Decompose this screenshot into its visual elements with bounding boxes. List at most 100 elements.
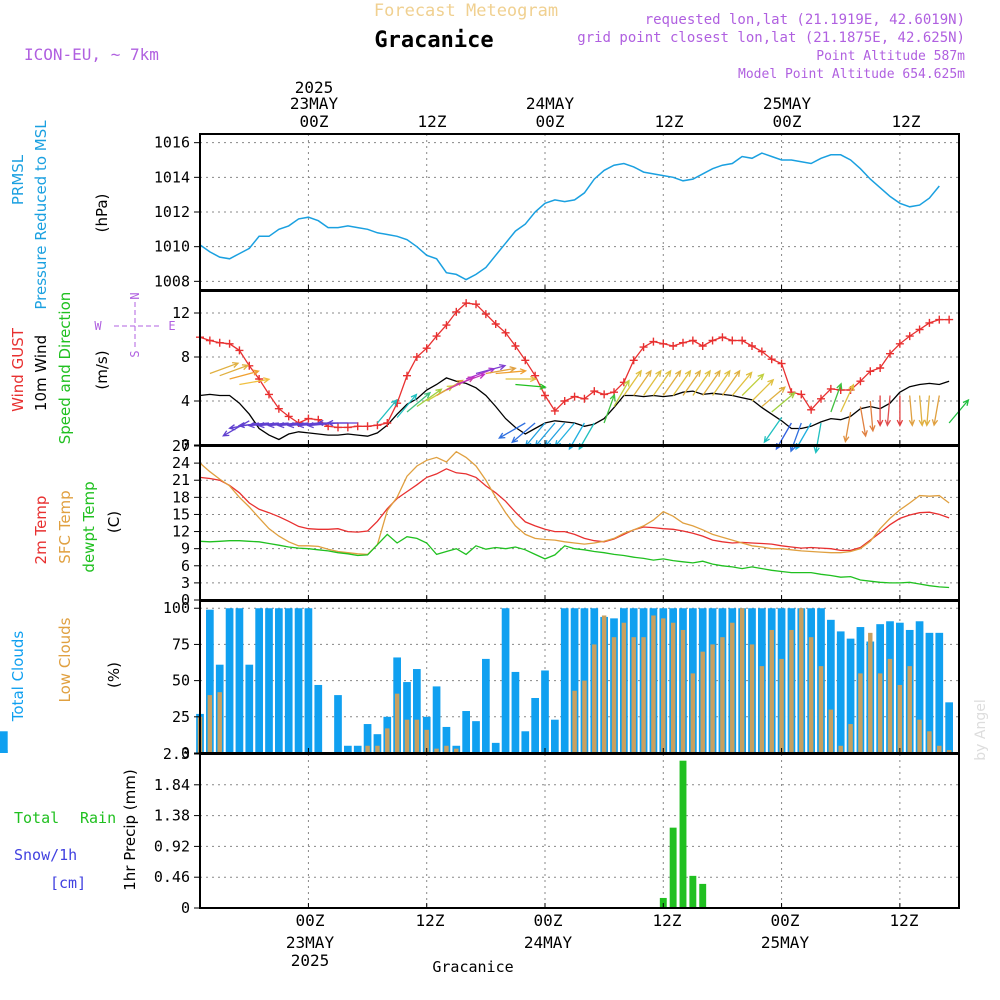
y-tick-label: 1012 (154, 203, 190, 221)
top-day-label: 23MAY (290, 94, 339, 113)
y-tick-label: 1.38 (154, 807, 190, 825)
y-tick-label: 0 (181, 899, 190, 917)
total-cloud-bar (284, 608, 293, 753)
gust-marker (718, 333, 727, 342)
gust-marker (659, 339, 668, 348)
gust-marker (422, 344, 431, 353)
total-cloud-bar (353, 745, 362, 753)
y-tick-label: 1016 (154, 134, 190, 152)
wind-direction-arrow (247, 421, 279, 429)
gust-marker (826, 384, 835, 393)
low-cloud-bar (680, 629, 686, 753)
y-tick-label: 0.46 (154, 868, 190, 886)
y-tick-label: 24 (172, 454, 190, 472)
rain-bar (659, 897, 667, 908)
low-cloud-bar (207, 695, 213, 753)
bottom-tick-label: 12Z (653, 911, 682, 930)
grid-point-coords: grid point closest lon,lat (21.1875E, 42… (577, 30, 965, 46)
gust-marker (935, 315, 944, 324)
low-cloud-bar (769, 629, 774, 753)
total-cloud-bar (255, 608, 263, 753)
low-cloud-bar (818, 666, 824, 753)
y-tick-label: 9 (181, 540, 190, 558)
gust-marker (452, 307, 461, 316)
total-cloud-bar (403, 682, 411, 753)
low-cloud-bar (927, 731, 932, 753)
y-tick-label: 1014 (154, 168, 190, 186)
top-year-label: 2025 (295, 78, 334, 97)
gust-marker (432, 332, 441, 341)
wind-direction-arrow (721, 369, 741, 396)
gust-marker (215, 338, 224, 347)
total-cloud-bar (521, 731, 530, 753)
gust-marker (777, 359, 786, 368)
gust-marker (767, 355, 776, 364)
low-cloud-bar (661, 618, 666, 753)
t2m-label: 2m Temp (32, 496, 50, 565)
total-cloud-bar (531, 697, 539, 753)
gust-marker (265, 390, 273, 399)
low-cloud-bar (414, 719, 420, 753)
gust-marker (412, 353, 421, 361)
low-cloud-bar (720, 637, 725, 753)
gust-marker (481, 310, 490, 319)
gust-marker (639, 343, 648, 352)
total-cloud-bar (294, 608, 303, 753)
wind-direction-arrow (396, 393, 418, 418)
wind-direction-arrow (840, 383, 855, 413)
top-tick-label: 00Z (773, 112, 802, 131)
low-cloud-bar (887, 658, 893, 753)
wind-direction-arrow (859, 406, 868, 438)
gust-marker (363, 422, 372, 431)
wind-direction-label: Speed and Direction (56, 292, 74, 445)
gust-marker (600, 390, 609, 399)
low-cloud-bar (828, 709, 834, 753)
total-cloud-bar (304, 608, 313, 753)
y-tick-label: 75 (172, 635, 190, 653)
low-cloud-bar (611, 637, 617, 753)
temp-unit-label: (C) (105, 511, 123, 533)
wind-direction-arrow (239, 377, 271, 386)
total-cloud-bar (442, 726, 451, 753)
wind-direction-arrow (376, 398, 398, 424)
gust-marker (915, 325, 924, 334)
wind-direction-arrow (830, 382, 843, 413)
point-altitude: Point Altitude 587m (816, 49, 965, 64)
rain-bar (689, 875, 697, 908)
wind-direction-arrow (603, 393, 616, 424)
y-tick-label: 27 (172, 437, 190, 455)
wind-direction-arrow (326, 419, 358, 427)
wind-direction-arrow (406, 391, 432, 413)
rain-bar (679, 760, 687, 908)
wind-direction-arrow (511, 422, 536, 444)
low-cloud-bar (444, 745, 449, 753)
gust-marker (225, 339, 234, 348)
gust-marker (284, 412, 293, 421)
total-cloud-bar (432, 686, 441, 753)
low-cloud-bar (641, 637, 646, 753)
model-label: ICON-EU, ~ 7km (24, 45, 159, 64)
sfc-temp-line (199, 450, 950, 556)
compass-rose: W E N S (94, 292, 175, 357)
low-cloud-bar (917, 719, 922, 753)
gust-marker (403, 371, 411, 380)
low-cloud-bar (631, 637, 636, 753)
gust-marker (521, 356, 530, 365)
low-cloud-bar (838, 745, 843, 753)
gust-marker (807, 405, 816, 414)
bottom-tick-label: 00Z (534, 911, 563, 930)
wind-direction-arrow (931, 395, 940, 427)
gust-marker (590, 387, 599, 396)
total-cloud-bar (482, 658, 490, 753)
y-tick-label: 1.84 (154, 776, 190, 794)
gust-marker (945, 315, 954, 324)
wind-unit-label: (m/s) (93, 350, 111, 389)
low-cloud-bar (789, 629, 794, 753)
gust-marker (886, 349, 894, 358)
low-cloud-bar (759, 666, 765, 753)
y-tick-label: 0 (181, 744, 190, 762)
wind-direction-arrow (643, 369, 662, 396)
y-tick-label: 0 (181, 436, 190, 454)
total-cloud-bar (570, 608, 579, 753)
compass-west: W (94, 319, 102, 333)
